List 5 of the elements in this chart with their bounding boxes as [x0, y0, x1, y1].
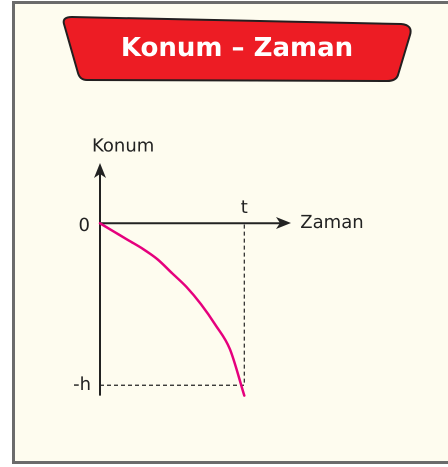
x-axis-title: Zaman [300, 212, 364, 233]
ref-line-label: -h [73, 374, 91, 395]
y-axis-title: Konum [92, 135, 154, 156]
text: 0 [78, 214, 90, 236]
text: t [240, 196, 248, 218]
